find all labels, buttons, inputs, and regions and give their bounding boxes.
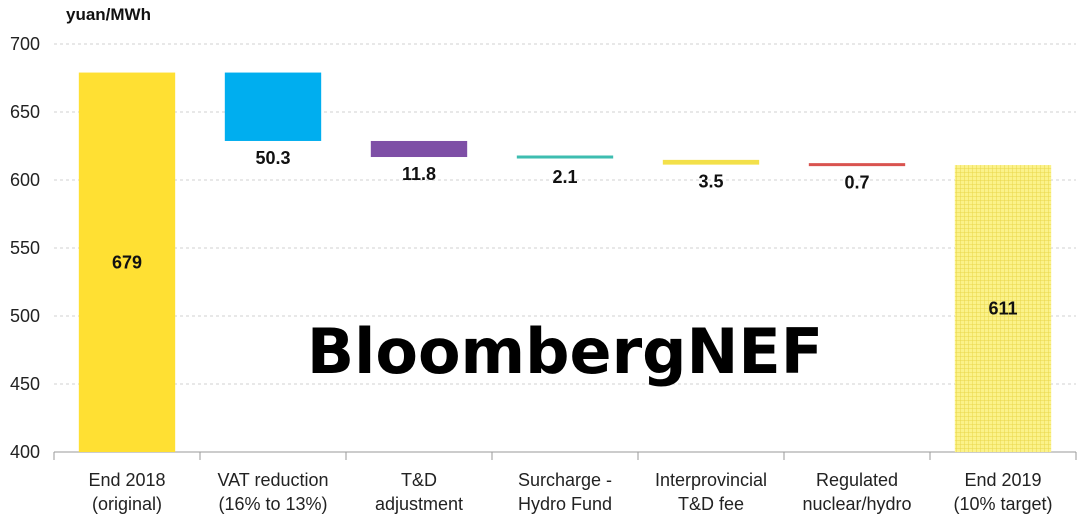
x-category-label: Regulated	[816, 470, 898, 490]
x-category-label: End 2018	[88, 470, 165, 490]
bar-2	[224, 72, 322, 141]
data-label: 611	[988, 299, 1017, 319]
x-category-label: (10% target)	[953, 494, 1052, 514]
y-tick-label: 550	[10, 238, 40, 258]
y-tick-label: 500	[10, 306, 40, 326]
y-axis-unit-label: yuan/MWh	[66, 5, 151, 24]
bar-3	[370, 140, 468, 158]
x-category-label: (16% to 13%)	[218, 494, 327, 514]
bar-1	[78, 72, 176, 452]
data-label: 11.8	[402, 164, 436, 184]
x-category-label: nuclear/hydro	[802, 494, 911, 514]
y-tick-label: 600	[10, 170, 40, 190]
axes	[53, 451, 1077, 460]
x-category-label: Surcharge -	[518, 470, 612, 490]
data-label: 50.3	[255, 148, 290, 168]
x-category-label: Interprovincial	[655, 470, 767, 490]
x-category-label: T&D fee	[678, 494, 744, 514]
bar-7	[954, 165, 1052, 453]
x-category-label: VAT reduction	[217, 470, 328, 490]
x-category-label: Hydro Fund	[518, 494, 612, 514]
data-label: 3.5	[698, 172, 723, 192]
bar-4	[516, 155, 614, 159]
watermark-text: BloombergNEF	[307, 315, 823, 388]
data-label: 2.1	[552, 167, 577, 187]
y-tick-label: 650	[10, 102, 40, 122]
x-category-label: End 2019	[964, 470, 1041, 490]
x-category-label: adjustment	[375, 494, 463, 514]
y-tick-label: 700	[10, 34, 40, 54]
x-category-label: T&D	[401, 470, 437, 490]
bars	[78, 72, 1052, 453]
data-label: 0.7	[844, 173, 869, 193]
x-category-label: (original)	[92, 494, 162, 514]
y-tick-label: 400	[10, 442, 40, 462]
gridlines	[54, 43, 1076, 385]
bar-5	[662, 159, 760, 165]
bar-6	[808, 163, 906, 167]
y-tick-label: 450	[10, 374, 40, 394]
labels: 400 450 500 550 600 650 700 679 50.3 11.8 2.1 3.5 0.…	[10, 34, 1053, 514]
data-label: 679	[112, 252, 142, 272]
